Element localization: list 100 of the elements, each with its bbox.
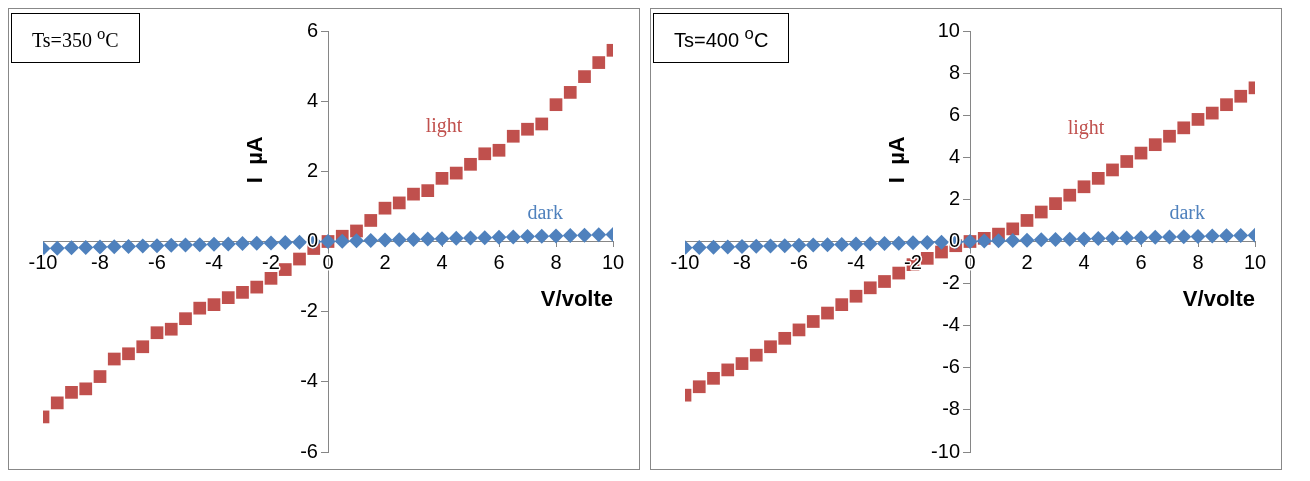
x-axis-title: V/volte	[540, 285, 613, 311]
point	[735, 357, 749, 370]
y-tick-label: -4	[942, 313, 960, 336]
point	[1106, 163, 1119, 177]
point	[1177, 121, 1191, 135]
point	[505, 229, 521, 245]
point	[1147, 229, 1163, 245]
point	[976, 233, 992, 249]
point	[135, 238, 151, 254]
point	[207, 298, 221, 312]
point	[1049, 197, 1062, 210]
point	[49, 240, 65, 256]
point	[1219, 228, 1234, 244]
x-tick-label: -4	[847, 251, 865, 274]
point	[236, 286, 249, 299]
point	[1076, 231, 1092, 247]
y-tick-label: -2	[300, 299, 318, 322]
point	[449, 166, 463, 180]
x-tick-label: -6	[148, 251, 166, 274]
point	[548, 228, 564, 244]
point	[478, 147, 492, 161]
point	[849, 289, 863, 303]
point	[78, 239, 94, 255]
point	[834, 236, 850, 252]
point	[221, 291, 235, 304]
point	[919, 235, 935, 251]
point	[820, 237, 835, 253]
point	[934, 234, 949, 250]
point	[1063, 188, 1077, 202]
point	[235, 236, 250, 252]
point	[1220, 98, 1233, 112]
point	[377, 232, 393, 248]
point	[121, 238, 136, 254]
point	[534, 228, 550, 244]
y-tick-label: 10	[937, 18, 960, 41]
y-tick-label: 2	[948, 186, 960, 209]
point	[821, 306, 834, 320]
point	[1019, 232, 1035, 248]
x-tick-label: 10	[1243, 251, 1267, 274]
point	[1077, 180, 1091, 194]
point	[149, 238, 165, 254]
point	[721, 363, 735, 377]
point	[435, 171, 449, 185]
point	[1233, 227, 1249, 243]
y-axis-title: I µA	[884, 136, 910, 184]
point	[891, 235, 907, 251]
point	[349, 233, 364, 249]
point	[1191, 113, 1205, 126]
point	[1090, 231, 1106, 247]
x-tick-label: 4	[1078, 251, 1090, 274]
point	[692, 380, 706, 394]
y-tick-label: -10	[931, 439, 960, 462]
point	[592, 56, 606, 69]
point	[392, 196, 406, 210]
point	[492, 143, 506, 157]
point	[277, 235, 293, 251]
point	[463, 230, 478, 246]
point	[563, 86, 577, 99]
y-tick-label: -4	[300, 369, 318, 392]
chart-title: Ts=400 $^{o}$C	[653, 13, 790, 63]
x-tick-label: -8	[733, 251, 751, 274]
x-tick-label: -8	[91, 251, 109, 274]
point	[406, 231, 421, 247]
point	[835, 298, 849, 312]
point	[562, 228, 578, 244]
y-tick-label: 6	[306, 18, 318, 41]
point	[364, 214, 378, 227]
point	[1006, 222, 1020, 236]
x-tick-label: -10	[28, 251, 58, 274]
x-tick-label: -4	[205, 251, 223, 274]
point	[448, 230, 464, 246]
point	[920, 251, 934, 265]
point	[1234, 89, 1248, 103]
point	[706, 239, 721, 255]
y-tick-label: 0	[306, 229, 318, 252]
x-tick-label: -6	[790, 251, 808, 274]
point	[892, 266, 906, 280]
point	[1205, 106, 1219, 120]
y-tick-label: -8	[942, 397, 960, 420]
point	[748, 238, 764, 254]
point	[1062, 231, 1078, 247]
x-tick-label: 8	[550, 251, 562, 274]
point	[391, 232, 407, 248]
point	[136, 340, 150, 354]
point	[591, 227, 607, 243]
point	[65, 385, 78, 399]
point	[749, 348, 763, 362]
point	[805, 237, 821, 253]
point	[206, 236, 222, 252]
point	[863, 281, 877, 295]
x-tick-label: 0	[964, 251, 976, 274]
point	[363, 232, 379, 248]
x-tick-label: 6	[493, 251, 505, 274]
point	[278, 263, 292, 276]
point	[848, 236, 864, 252]
point	[250, 280, 264, 294]
point	[862, 236, 878, 252]
point	[506, 129, 520, 143]
point	[905, 235, 921, 251]
point	[577, 227, 592, 243]
